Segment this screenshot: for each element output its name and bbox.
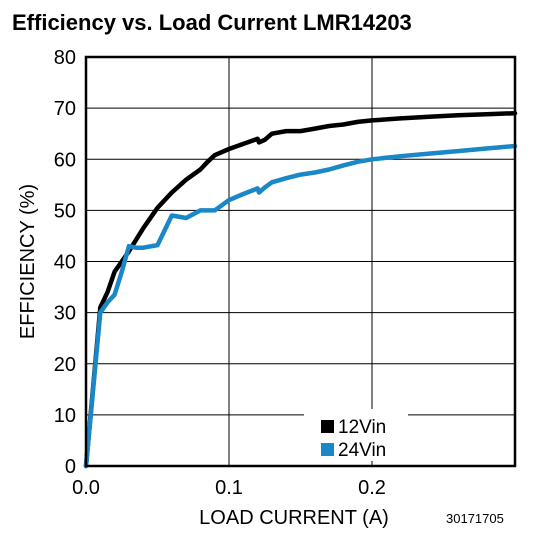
y-tick-label: 20: [54, 354, 76, 376]
y-tick-label: 50: [54, 200, 76, 222]
chart-title: Efficiency vs. Load Current LMR14203: [12, 10, 412, 35]
legend-swatch-12vin: [321, 420, 334, 433]
x-tick-label: 0.0: [72, 477, 100, 499]
y-tick-label: 70: [54, 98, 76, 120]
series-layer: [83, 110, 518, 469]
x-tick-labels: 0.0 0.1 0.2: [72, 477, 386, 499]
legend: 12Vin 24Vin: [304, 409, 408, 461]
x-axis-title: LOAD CURRENT (A): [199, 507, 389, 529]
x-tick-label: 0.1: [215, 477, 243, 499]
y-tick-labels: 0 10 20 30 40 50 60 70 80: [54, 47, 76, 478]
x-tick-label: 0.2: [358, 477, 386, 499]
y-tick-label: 10: [54, 405, 76, 427]
legend-label-24vin: 24Vin: [338, 440, 386, 461]
legend-label-12vin: 12Vin: [338, 417, 386, 438]
y-axis-title: EFFICIENCY (%): [17, 184, 39, 339]
y-tick-label: 80: [54, 47, 76, 69]
grid-lines: [86, 57, 515, 466]
figure-id: 30171705: [446, 511, 504, 526]
y-tick-label: 60: [54, 149, 76, 171]
series-line-24vin: [83, 143, 518, 469]
y-tick-label: 30: [54, 303, 76, 325]
legend-swatch-24vin: [321, 443, 334, 456]
series-line-12vin: [83, 110, 518, 469]
y-tick-label: 0: [65, 456, 76, 478]
y-tick-label: 40: [54, 252, 76, 274]
plot-frame: [84, 55, 517, 468]
